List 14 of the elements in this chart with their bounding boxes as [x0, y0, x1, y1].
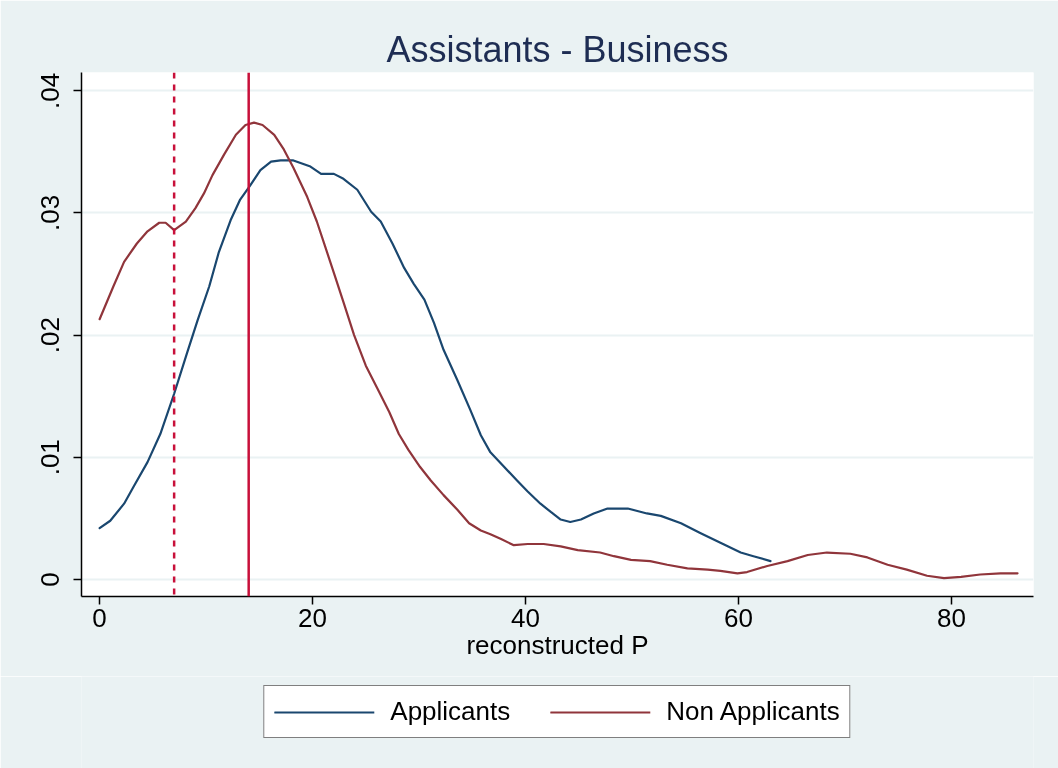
legend-label: Applicants: [390, 696, 511, 727]
y-tick-label: 0: [35, 572, 66, 587]
x-tick-label: 0: [92, 602, 107, 633]
legend-label: Non Applicants: [666, 696, 840, 727]
chart-title: Assistants - Business: [386, 28, 729, 70]
line-series: [98, 159, 772, 563]
x-tick-label: 60: [724, 602, 753, 633]
x-tick-label: 20: [298, 602, 328, 633]
y-tick-label: .02: [35, 317, 66, 354]
x-tick-label: 80: [937, 602, 966, 633]
y-tick-label: .04: [35, 72, 66, 109]
y-tick-label: .01: [35, 439, 66, 476]
line-series: [98, 121, 1019, 580]
y-tick-label: .03: [35, 194, 66, 232]
